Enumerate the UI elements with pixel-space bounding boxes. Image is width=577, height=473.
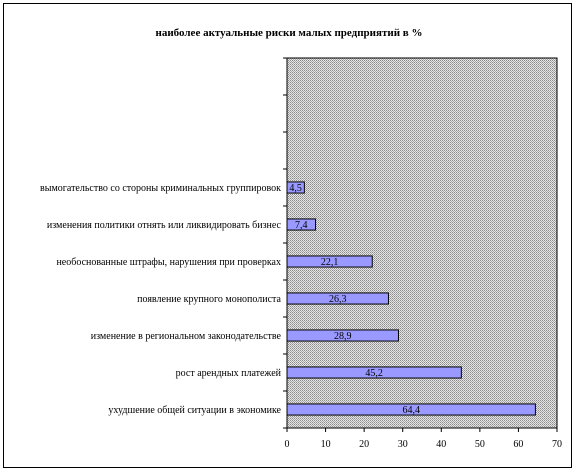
bar <box>286 403 536 416</box>
x-tick-label: 20 <box>359 439 369 450</box>
bar <box>286 329 399 342</box>
bar-chart: наиболее актуальные риски малых предприя… <box>40 27 562 450</box>
data-label: 4,5 <box>289 183 302 194</box>
data-label: 45,2 <box>365 368 383 379</box>
category-label: рост арендных платежей <box>176 368 282 379</box>
data-label: 28,9 <box>334 331 352 342</box>
chart-frame: наиболее актуальные риски малых предприя… <box>3 3 572 468</box>
x-tick-label: 10 <box>321 439 331 450</box>
x-tick-label: 60 <box>513 439 523 450</box>
data-label: 7,4 <box>295 220 308 231</box>
bar <box>286 181 305 194</box>
plot-area <box>286 57 558 429</box>
chart-title: наиболее актуальные риски малых предприя… <box>156 27 423 39</box>
category-label: изменение в региональном законодательств… <box>91 331 282 342</box>
x-tick-label: 0 <box>285 439 290 450</box>
x-tick-label: 30 <box>398 439 408 450</box>
bar <box>286 255 373 268</box>
bar <box>286 292 389 305</box>
axes-layer: ухудшение общей ситуации в экономике рост… <box>40 57 562 450</box>
x-tick-label: 70 <box>552 439 562 450</box>
x-tick-label: 40 <box>436 439 446 450</box>
bars-layer: 64,4 45,2 28,9 26,3 22,1 7,4 4,5 <box>286 181 536 416</box>
data-label: 22,1 <box>321 257 339 268</box>
category-label: вымогательство со стороны криминальных г… <box>40 183 281 194</box>
category-label: изменения политики отнять или ликвидиров… <box>47 220 282 231</box>
category-label: появление крупного монополиста <box>137 294 281 305</box>
category-label: ухудшение общей ситуации в экономике <box>108 405 281 416</box>
bar <box>286 366 462 379</box>
data-label: 26,3 <box>329 294 347 305</box>
bar <box>286 218 317 231</box>
x-tick-label: 50 <box>475 439 485 450</box>
category-label: необоснованные штрафы, нарушения при про… <box>56 257 281 268</box>
data-label: 64,4 <box>402 405 420 416</box>
